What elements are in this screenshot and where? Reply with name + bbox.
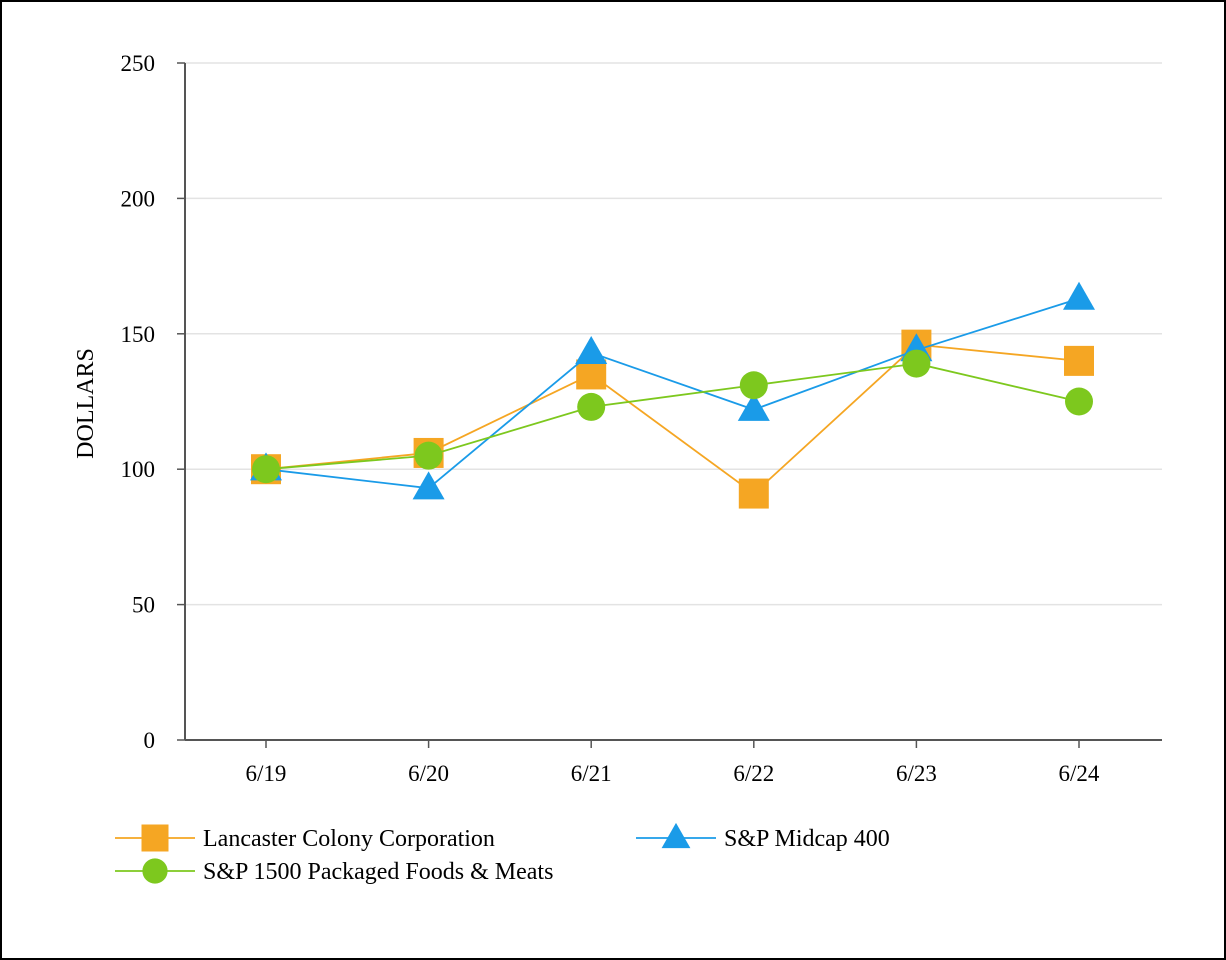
x-tick-label: 6/24	[1059, 761, 1100, 786]
legend-marker-circle	[142, 858, 168, 884]
data-point-triangle	[412, 471, 445, 500]
data-point-circle	[739, 371, 768, 400]
series	[250, 281, 1095, 509]
y-tick-label: 250	[121, 51, 156, 76]
data-point-triangle	[1063, 281, 1095, 310]
series-line	[265, 362, 1080, 471]
legend-label: S&P 1500 Packaged Foods & Meats	[203, 859, 553, 885]
data-point-triangle	[737, 392, 770, 421]
series-triangle	[250, 281, 1095, 500]
y-axis-label: DOLLARS	[73, 348, 99, 459]
legend-label: S&P Midcap 400	[724, 826, 890, 852]
legend-label: Lancaster Colony Corporation	[203, 826, 495, 852]
legend-item: Lancaster Colony Corporation	[115, 824, 495, 852]
data-point-circle	[414, 441, 443, 470]
x-tick-label: 6/20	[408, 761, 449, 786]
y-tick-label: 100	[121, 457, 156, 482]
x-tick-label: 6/22	[733, 761, 774, 786]
y-tick-label: 150	[121, 322, 156, 347]
axes	[184, 63, 1162, 741]
data-point-square	[1064, 345, 1094, 376]
series-circle	[252, 349, 1093, 484]
series-line	[265, 343, 1080, 495]
x-tick-label: 6/23	[896, 761, 937, 786]
x-tick-label: 6/19	[246, 761, 287, 786]
data-point-circle	[577, 392, 606, 421]
legend-marker-square	[141, 824, 169, 852]
tick-labels: 0 50 100 150 200 250 6/19 6/20 6/21 6/22 6/23 6/24	[121, 51, 1100, 786]
gridlines	[185, 62, 1162, 606]
data-point-circle	[252, 455, 280, 484]
data-point-square	[738, 478, 769, 509]
x-tick-label: 6/21	[571, 761, 612, 786]
data-point-square	[576, 359, 607, 390]
y-tick-label: 0	[144, 728, 156, 753]
data-point-circle	[1065, 387, 1093, 416]
legend: Lancaster Colony Corporation S&P Midcap 4…	[115, 822, 890, 885]
data-point-triangle	[575, 335, 608, 364]
y-tick-label: 50	[132, 593, 155, 618]
legend-item: S&P Midcap 400	[636, 822, 890, 852]
legend-item: S&P 1500 Packaged Foods & Meats	[115, 858, 553, 885]
series-line	[265, 297, 1080, 490]
data-point-circle	[902, 349, 931, 378]
legend-marker-triangle	[661, 822, 691, 849]
y-tick-label: 200	[121, 186, 156, 211]
